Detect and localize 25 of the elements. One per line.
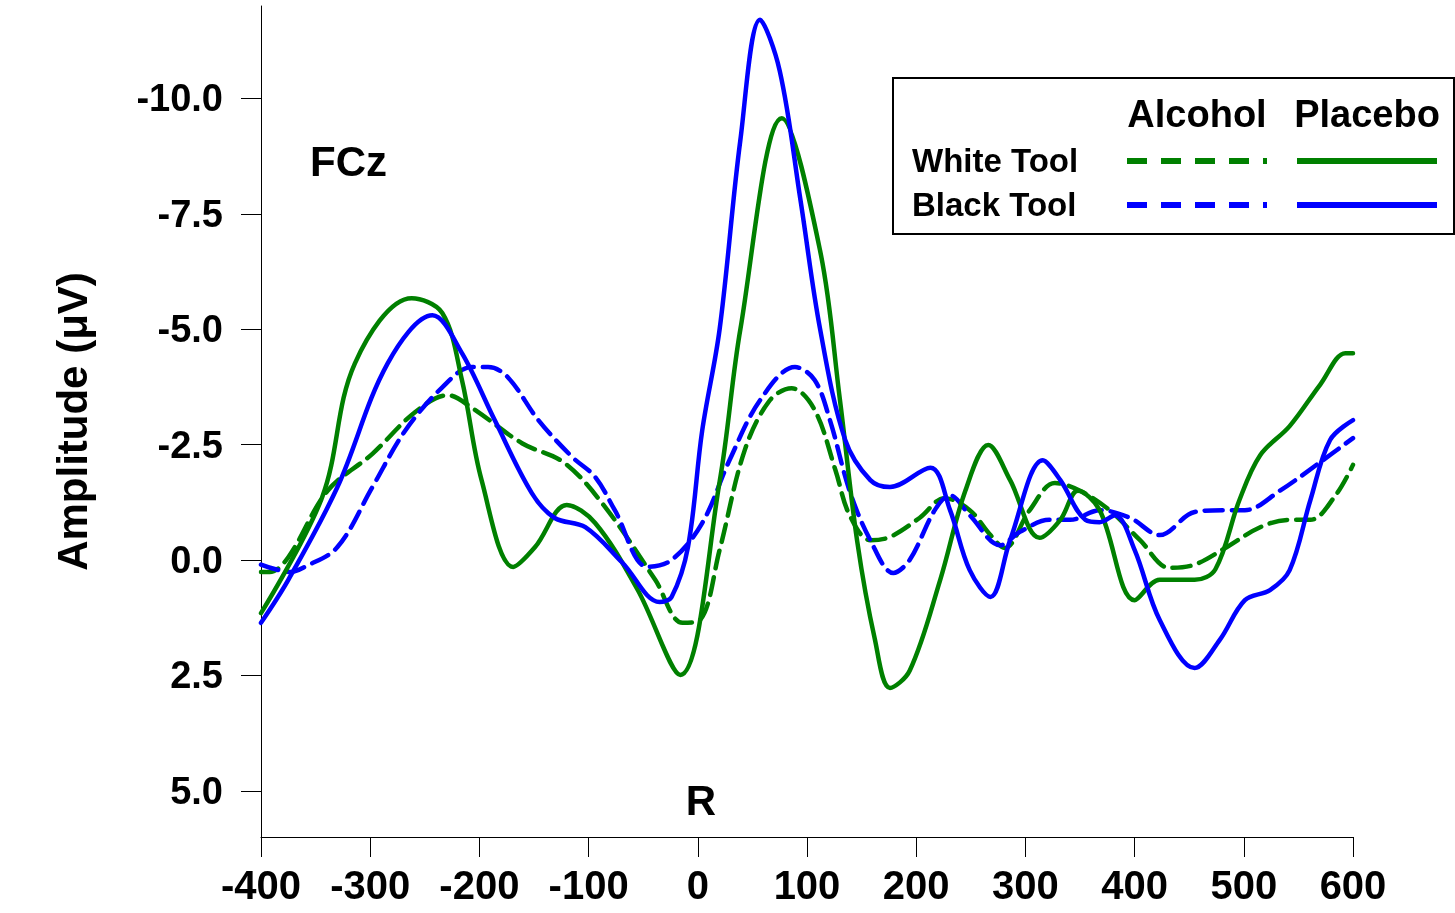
y-tick-label: -2.5 xyxy=(157,423,223,466)
y-axis-title: Amplitude (μV) xyxy=(48,272,96,571)
x-tick-label: -400 xyxy=(220,863,302,907)
x-tick-label: 200 xyxy=(882,863,950,907)
x-tick-label: 300 xyxy=(992,863,1059,907)
annotation: R xyxy=(685,776,717,824)
x-tick-label: 0 xyxy=(686,863,709,907)
x-tick-label: 500 xyxy=(1210,863,1278,907)
x-tick-label: -300 xyxy=(330,863,411,907)
legend-label: Black Tool xyxy=(912,186,1078,224)
annotation: Placebo xyxy=(1293,93,1441,136)
y-tick-label: 5.0 xyxy=(170,769,223,812)
x-tick-label: -200 xyxy=(439,863,520,907)
x-tick-label: 100 xyxy=(773,863,841,907)
x-tick-label: 400 xyxy=(1101,863,1168,907)
annotation: Alcohol xyxy=(1126,93,1268,136)
annotation: FCz xyxy=(310,137,387,185)
y-tick-label: 2.5 xyxy=(170,654,223,697)
x-tick-label: 600 xyxy=(1319,863,1387,907)
y-tick-label: 0.0 xyxy=(170,539,223,581)
legend-label: White Tool xyxy=(912,142,1080,180)
y-tick-label: -10.0 xyxy=(136,77,223,120)
x-tick-label: -100 xyxy=(548,863,629,907)
y-tick-label: -7.5 xyxy=(157,192,223,235)
y-tick-label: -5.0 xyxy=(157,308,223,351)
